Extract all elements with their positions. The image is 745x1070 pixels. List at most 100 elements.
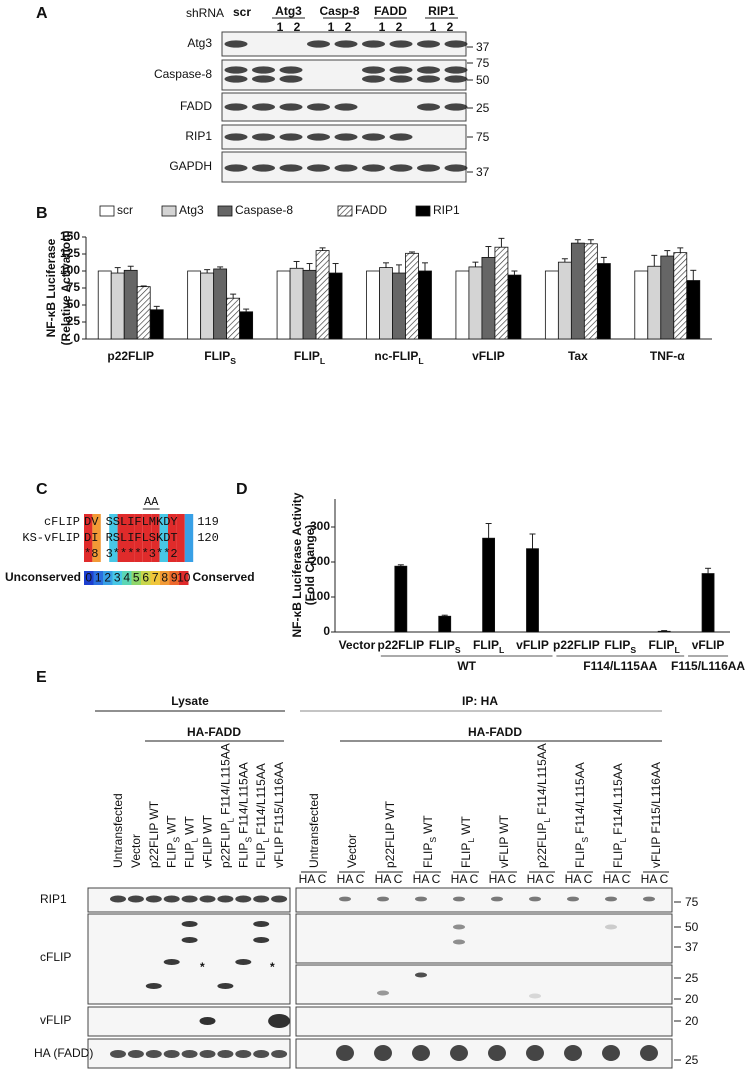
x-tick-label-text: vFLIP [472,349,505,363]
blot-band [271,1050,288,1058]
subcolumn-label: HA [413,872,430,886]
mw-marker: 20 [685,992,699,1006]
scale-cell [141,571,151,585]
bar [494,246,509,340]
lane-label-text: vFLIP [201,837,215,868]
bar [570,242,585,340]
group-label: F114/L115AA [583,659,657,673]
y-tick-label: 100 [60,263,80,277]
blot-band [181,895,198,903]
legend-swatch [217,205,233,217]
bar [149,309,164,340]
panel-label: E [36,669,47,686]
lane-variant: F115/L116AA [649,762,663,834]
scale-number: 8 [161,571,168,585]
subcolumn-label: HA [337,872,354,886]
blot-band [224,103,248,111]
conservation-cell [134,514,143,562]
scale-cell [160,571,170,585]
lane-label-subscript: L [466,838,476,843]
bar [660,255,675,340]
x-tick-label-text: p22FLIP [377,638,424,652]
x-tick-label: FLIPL [649,638,680,655]
blot-band [389,75,413,83]
mw-marker: 50 [685,920,699,934]
conservation-cell [109,514,118,562]
lane-label: FLIPL F114/L115AA [254,763,271,868]
blot-band [450,1045,468,1061]
bar [302,269,317,340]
blot-band [224,133,248,141]
scale-number: 0 [85,571,92,585]
legend-swatch [99,205,115,217]
x-tick-label-text: Tax [568,349,588,363]
subcolumn-label: HA [451,872,468,886]
blot-band [417,40,440,48]
blot-band [526,1045,544,1061]
consensus: *8 3*****3**2 [84,547,178,561]
scale-label: Unconserved [5,570,81,584]
bar [315,250,330,340]
blot-band [444,40,468,48]
bar [366,270,380,340]
lane-label: scr [233,5,251,19]
lane-label: vFLIP F115/L116AA [649,762,663,868]
blot-band [199,1017,216,1025]
asterisk: * [200,960,205,974]
x-tick-label: TNF-α [650,349,685,363]
blot-band [199,1050,216,1058]
lane-label: 1 [430,20,437,34]
lane-label-text: p22FLIP [383,823,397,868]
lane-variant: F114/L115AA [535,743,549,815]
y-axis-label: NF-κB Luciferase Activity [290,492,304,637]
conservation-cell [176,514,185,562]
x-tick-label-subscript: L [499,645,504,655]
blot-band [389,164,413,172]
blot-band [491,896,503,902]
lane-label-subscript: S [172,837,182,843]
lane-label-text: Untransfected [307,793,321,868]
x-tick-label-text: FLIP [473,638,499,652]
lane-label: 1 [328,20,335,34]
lane-variant: F114/L115AA [236,762,250,834]
blot-band [181,921,198,927]
blot-band [374,1045,392,1061]
blot-band [444,164,468,172]
sequence-end: 120 [197,531,219,545]
lane-label: 2 [447,20,454,34]
condition-label: HA-FADD [187,725,241,739]
blot-band [163,959,180,965]
lane-variant: WT [383,800,397,819]
blot-band [362,133,385,141]
blot [87,913,291,1005]
bar [583,243,598,340]
bar [328,272,343,340]
x-tick-label-subscript: L [675,645,680,655]
scale-cell [122,571,132,585]
scale-cell [169,571,179,585]
conservation-cell [159,514,168,562]
subcolumn-label: C [660,872,669,886]
blot-label: Caspase-8 [154,67,212,81]
bar [481,256,496,340]
lane-label: Untransfected [307,793,321,868]
mw-marker: 37 [476,165,490,179]
mw-marker: 25 [685,971,699,985]
lane-label-text: FLIP [254,843,268,868]
bar [394,565,408,633]
scale-number: 5 [133,571,140,585]
lane-label: p22FLIP WT [147,800,161,868]
x-tick-label: p22FLIP [107,349,154,363]
lane-label-subscript: S [244,837,254,843]
lane-label-subscript: S [580,837,590,843]
blot-band [163,895,180,903]
blot-label: RIP1 [185,129,212,143]
blot-band [253,1050,270,1058]
lane-label-subscript: L [542,818,552,823]
blot-band [453,939,465,945]
bar [507,274,522,340]
blot-band [334,164,358,172]
blot-band [145,895,162,903]
lane-label: p22FLIPL F114/L115AA [219,743,236,868]
lane-label-text: FLIP [459,843,473,868]
